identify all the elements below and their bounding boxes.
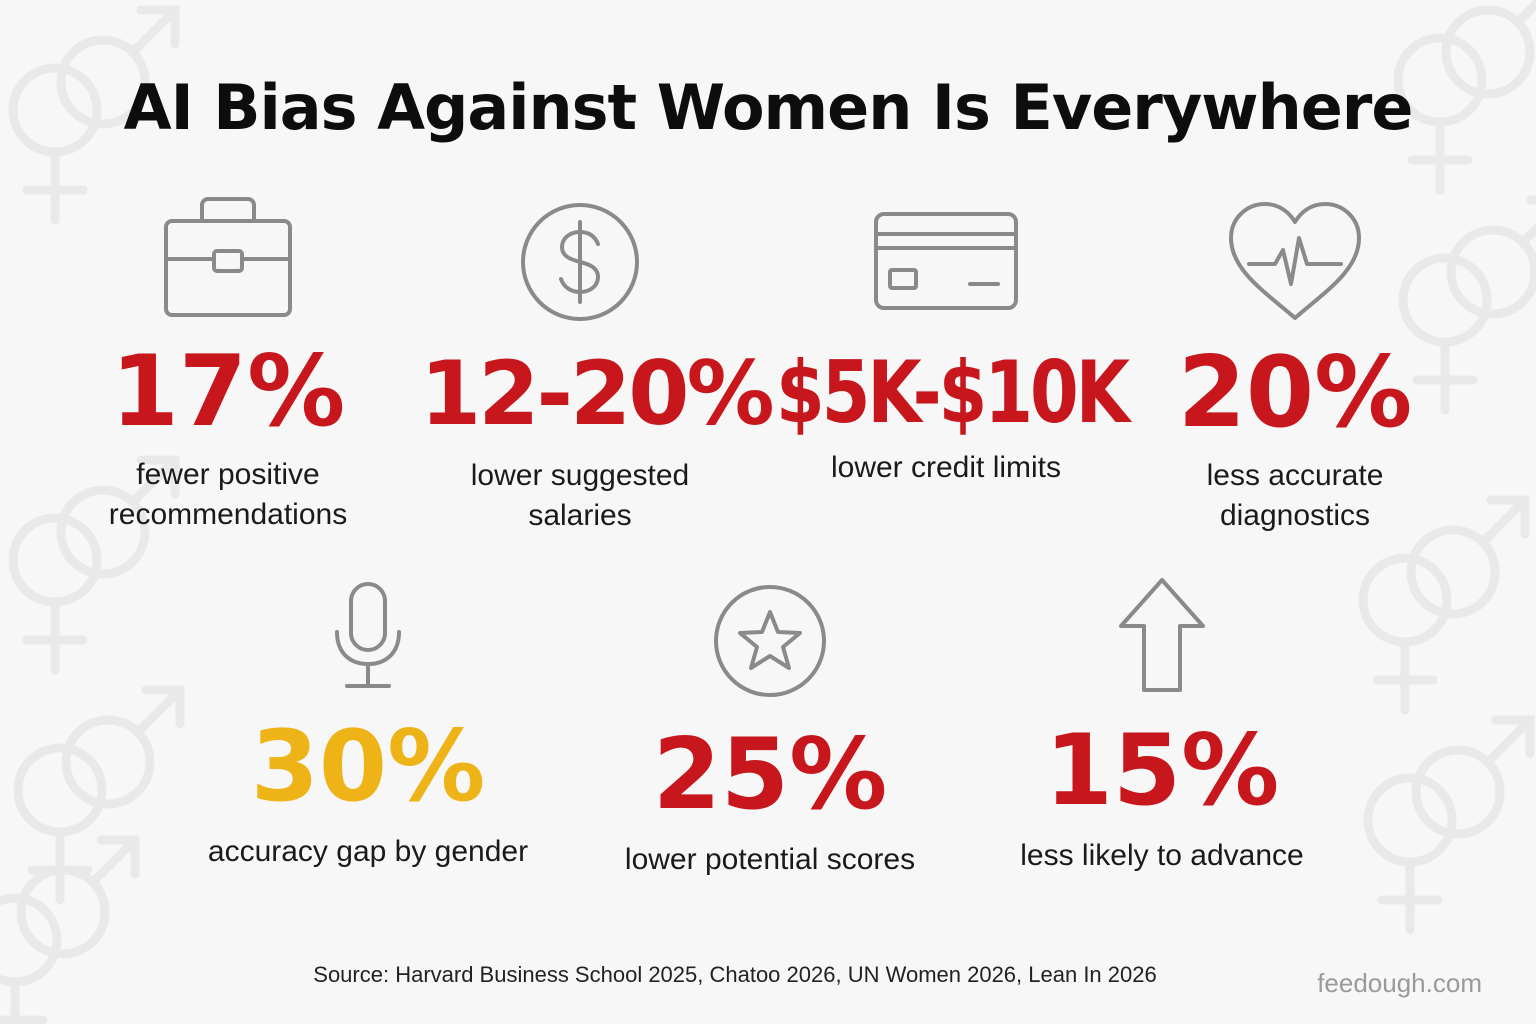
stat-less-likely-advance: 15% less likely to advance	[972, 576, 1352, 876]
briefcase-icon	[164, 197, 292, 317]
stat-value: 20%	[1177, 336, 1413, 450]
stat-fewer-recommendations: 17% fewer positive recommendations	[78, 195, 378, 535]
stat-value: 15%	[1044, 714, 1280, 828]
stat-label: lower credit limits	[830, 451, 1062, 484]
stat-label: less likely to advance	[1020, 839, 1304, 872]
stat-value: $5K-$10K	[776, 342, 1130, 443]
dollar-coin-icon	[521, 203, 639, 321]
stat-less-accurate-diagnostics: 20% less accurate diagnostics	[1145, 200, 1445, 536]
up-arrow-icon	[1119, 578, 1205, 692]
credit-card-icon	[874, 212, 1018, 310]
stat-lower-credit: $5K-$10K lower credit limits	[776, 210, 1130, 488]
stat-label: less accurate diagnostics	[1206, 459, 1384, 532]
stat-lower-salaries: 12-20% lower suggested salaries	[420, 200, 775, 536]
stat-value: 17%	[110, 335, 346, 449]
star-badge-icon	[714, 585, 826, 697]
stat-label: fewer positive recommendations	[108, 458, 348, 531]
watermark: feedough.com	[1317, 968, 1482, 998]
page-title: AI Bias Against Women Is Everywhere	[123, 71, 1414, 144]
heartbeat-icon	[1229, 202, 1361, 320]
stat-label: accuracy gap by gender	[207, 835, 529, 868]
microphone-icon	[335, 582, 401, 688]
stat-value: 30%	[250, 710, 486, 824]
stat-label: lower suggested salaries	[470, 459, 690, 532]
stat-lower-potential: 25% lower potential scores	[580, 582, 960, 880]
stat-value: 12-20%	[420, 342, 775, 445]
stat-value: 25%	[652, 718, 888, 832]
stat-label: lower potential scores	[624, 843, 916, 876]
stat-accuracy-gap: 30% accuracy gap by gender	[178, 580, 558, 872]
source-citation: Source: Harvard Business School 2025, Ch…	[313, 962, 1157, 987]
